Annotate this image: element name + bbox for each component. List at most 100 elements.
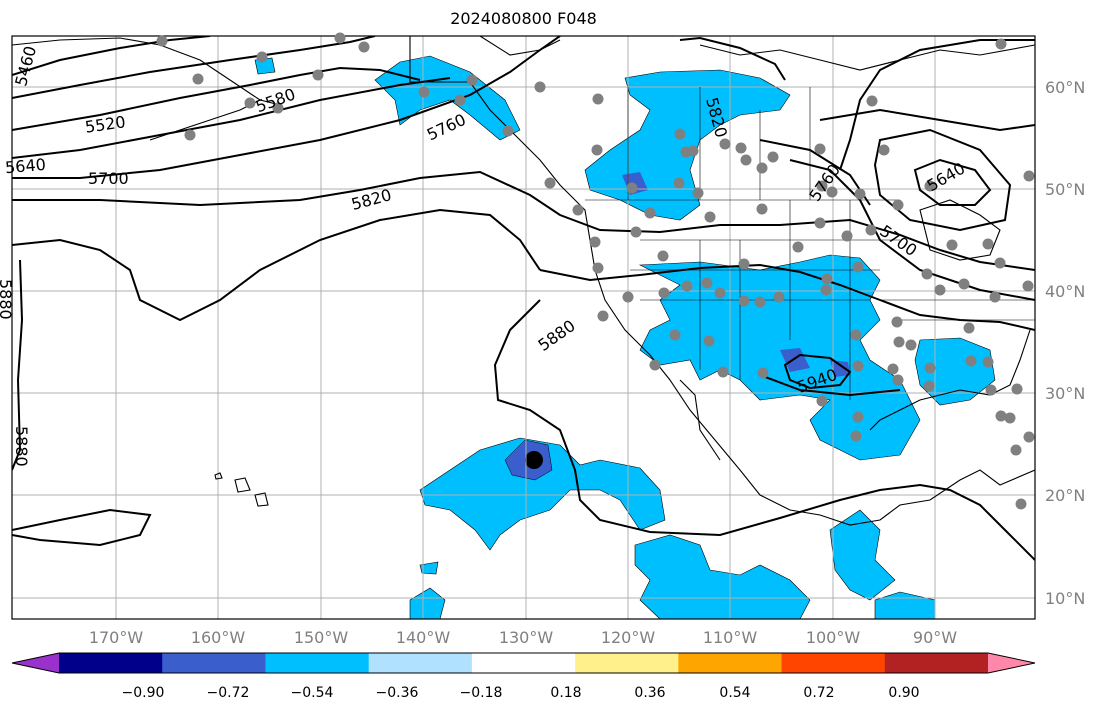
station-marker xyxy=(334,32,346,44)
station-marker xyxy=(466,74,478,86)
station-marker xyxy=(756,162,768,174)
latitude-labels: 60°N 50°N 40°N 30°N 20°N 10°N xyxy=(1045,78,1085,608)
station-marker xyxy=(826,186,838,198)
station-marker xyxy=(921,268,933,280)
station-marker xyxy=(982,238,994,250)
station-marker xyxy=(703,335,715,347)
station-marker xyxy=(850,430,862,442)
station-marker xyxy=(865,224,877,236)
station-marker xyxy=(622,291,634,303)
station-marker xyxy=(814,143,826,155)
height-contours xyxy=(12,36,1035,561)
station-marker xyxy=(946,239,958,251)
station-marker xyxy=(589,236,601,248)
colorbar-tick-label: −0.18 xyxy=(460,685,503,701)
station-marker xyxy=(854,188,866,200)
station-marker xyxy=(841,230,853,242)
station-marker xyxy=(994,257,1006,269)
station-marker xyxy=(156,35,168,47)
station-marker xyxy=(592,93,604,105)
station-marker xyxy=(738,295,750,307)
station-marker xyxy=(995,38,1007,50)
station-marker xyxy=(892,199,904,211)
station-marker xyxy=(1022,280,1034,292)
station-marker xyxy=(192,73,204,85)
lon-label: 150°W xyxy=(294,628,349,647)
station-marker xyxy=(674,128,686,140)
station-marker xyxy=(767,151,779,163)
station-marker xyxy=(658,287,670,299)
lon-label: 110°W xyxy=(703,628,758,647)
station-marker xyxy=(714,287,726,299)
colorbar-tick-label: 0.36 xyxy=(634,685,665,701)
station-marker xyxy=(924,362,936,374)
station-marker xyxy=(816,395,828,407)
station-marker xyxy=(891,316,903,328)
station-marker xyxy=(893,336,905,348)
station-marker xyxy=(816,180,828,192)
station-marker xyxy=(591,144,603,156)
station-marker xyxy=(773,291,785,303)
station-marker xyxy=(965,355,977,367)
station-marker xyxy=(887,363,899,375)
station-marker xyxy=(1015,498,1027,510)
lat-label: 40°N xyxy=(1045,282,1085,301)
station-marker xyxy=(630,226,642,238)
station-marker xyxy=(1023,170,1035,182)
map-area xyxy=(12,36,1035,619)
colorbar-outline xyxy=(11,652,1036,674)
station-marker xyxy=(692,187,704,199)
station-marker xyxy=(995,410,1007,422)
station-marker xyxy=(502,125,514,137)
station-marker xyxy=(687,145,699,157)
station-marker xyxy=(754,296,766,308)
station-marker xyxy=(644,207,656,219)
station-marker xyxy=(719,138,731,150)
colorbar-segment xyxy=(781,653,886,673)
lon-label: 120°W xyxy=(601,628,656,647)
station-marker xyxy=(924,180,936,192)
lat-label: 10°N xyxy=(1045,589,1085,608)
station-marker xyxy=(272,102,284,114)
map-title: 2024080800 F048 xyxy=(450,9,597,28)
lon-label: 90°W xyxy=(913,628,957,647)
station-marker xyxy=(1004,412,1016,424)
lon-label: 130°W xyxy=(499,628,554,647)
station-marker xyxy=(358,41,370,53)
lon-label: 170°W xyxy=(89,628,144,647)
station-marker xyxy=(892,374,904,386)
station-marker xyxy=(649,359,661,371)
station-marker xyxy=(757,367,769,379)
colorbar-segment xyxy=(678,653,783,673)
station-marker xyxy=(592,262,604,274)
station-marker xyxy=(704,211,716,223)
station-marker xyxy=(681,280,693,292)
colorbar-segment xyxy=(368,653,473,673)
station-marker xyxy=(852,360,864,372)
station-marker xyxy=(985,384,997,396)
station-marker xyxy=(958,278,970,290)
longitude-labels: 170°W 160°W 150°W 140°W 130°W 120°W 110°… xyxy=(89,628,957,647)
station-marker xyxy=(572,204,584,216)
colorbar-segment xyxy=(575,653,679,673)
colorbar-tick-label: −0.72 xyxy=(207,685,250,701)
station-marker xyxy=(1011,383,1023,395)
station-marker xyxy=(852,411,864,423)
lat-label: 30°N xyxy=(1045,384,1085,403)
contour-label: 5880 xyxy=(0,279,15,320)
station-marker xyxy=(418,86,430,98)
colorbar-tick-label: −0.54 xyxy=(291,685,334,701)
station-marker xyxy=(244,97,256,109)
station-marker xyxy=(735,142,747,154)
lon-label: 140°W xyxy=(396,628,451,647)
station-marker xyxy=(454,94,466,106)
station-marker xyxy=(534,81,546,93)
station-marker xyxy=(544,177,556,189)
colorbar-segment xyxy=(471,653,576,673)
station-marker xyxy=(905,339,917,351)
colorbar-extend-high xyxy=(988,653,1035,673)
colorbar-segment xyxy=(265,653,370,673)
station-marker xyxy=(866,95,878,107)
colorbar-tick-labels: −0.90 −0.72 −0.54 −0.36 −0.18 0.18 0.36 … xyxy=(122,685,920,701)
